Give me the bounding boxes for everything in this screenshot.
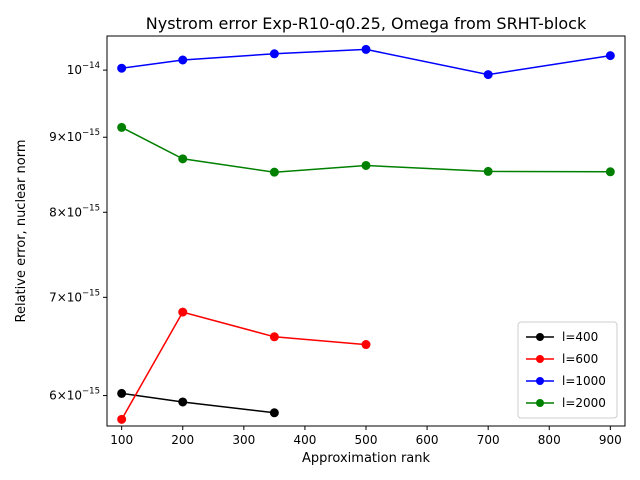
data-point: [269, 167, 279, 177]
legend-swatch-marker: [536, 355, 544, 363]
legend: l=400 l=600 l=1000 l=2000: [517, 321, 618, 419]
x-tick-label: 300: [232, 433, 255, 447]
y-tick-times: ×: [57, 130, 67, 144]
data-point: [483, 70, 493, 80]
x-tick-label: 100: [110, 433, 133, 447]
series-l=1000: [117, 44, 615, 80]
x-tick-label: 600: [416, 433, 439, 447]
y-tick-times: ×: [57, 389, 67, 403]
series-l=600: [117, 307, 371, 424]
x-ticks: 100 200 300 400 500 600 700 800 900: [110, 426, 622, 447]
data-point: [178, 307, 188, 317]
data-point: [483, 166, 493, 176]
x-tick-label: 700: [477, 433, 500, 447]
y-tick-times: ×: [57, 290, 67, 304]
y-tick-base: 10: [67, 389, 82, 403]
y-tick-base: 10: [67, 290, 82, 304]
data-point: [117, 388, 127, 398]
legend-swatch-marker: [536, 399, 544, 407]
data-point: [361, 44, 371, 54]
data-point: [178, 55, 188, 65]
series-l=400: [117, 388, 279, 418]
y-tick-label: 7×10−15: [49, 288, 100, 304]
y-tick-exponent: −14: [82, 61, 100, 71]
data-point: [361, 340, 371, 350]
y-tick-exponent: −15: [82, 203, 100, 213]
x-tick-label: 800: [538, 433, 561, 447]
y-tick-exponent: −15: [82, 387, 100, 397]
x-tick-label: 500: [355, 433, 378, 447]
legend-label: l=400: [562, 330, 598, 344]
x-axis-label: Approximation rank: [302, 451, 431, 466]
x-tick-label: 900: [599, 433, 622, 447]
y-tick-exponent: −15: [82, 128, 100, 138]
series-layer: [117, 44, 615, 424]
series-line: [121, 126, 611, 173]
legend-label: l=1000: [562, 374, 606, 388]
data-point: [361, 160, 371, 170]
legend-label: l=600: [562, 352, 598, 366]
data-point: [117, 414, 127, 424]
y-tick-label: 8×10−15: [49, 203, 100, 219]
legend-swatch-marker: [536, 333, 544, 341]
series-line: [121, 48, 611, 76]
y-tick-mantissa: 7: [49, 290, 57, 304]
y-tick-label: 6×10−15: [49, 387, 100, 403]
legend-box: [517, 321, 618, 419]
chart-title: Nystrom error Exp-R10-q0.25, Omega from …: [146, 14, 587, 33]
data-point: [269, 408, 279, 418]
data-point: [269, 49, 279, 59]
y-tick-base: 10: [67, 63, 82, 77]
legend-swatch-marker: [536, 377, 544, 385]
y-tick-mantissa: 9: [49, 130, 57, 144]
y-tick-times: ×: [57, 205, 67, 219]
series-line: [121, 311, 367, 420]
data-point: [178, 154, 188, 164]
data-point: [605, 51, 615, 61]
data-point: [117, 122, 127, 132]
y-tick-base: 10: [67, 205, 82, 219]
y-tick-exponent: −15: [82, 288, 100, 298]
data-point: [269, 332, 279, 342]
legend-label: l=2000: [562, 396, 606, 410]
data-point: [178, 397, 188, 407]
y-tick-mantissa: 8: [49, 205, 57, 219]
plot-frame: [106, 35, 626, 427]
data-point: [605, 167, 615, 177]
y-tick-label: 9×10−15: [49, 128, 100, 144]
series-l=2000: [117, 122, 615, 177]
y-tick-base: 10: [67, 130, 82, 144]
y-tick-label: 10−14: [67, 61, 100, 77]
y-tick-mantissa: 6: [49, 389, 57, 403]
x-tick-label: 200: [171, 433, 194, 447]
data-point: [117, 63, 127, 73]
y-axis-label: Relative error, nuclear norm: [14, 140, 29, 323]
x-tick-label: 400: [293, 433, 316, 447]
